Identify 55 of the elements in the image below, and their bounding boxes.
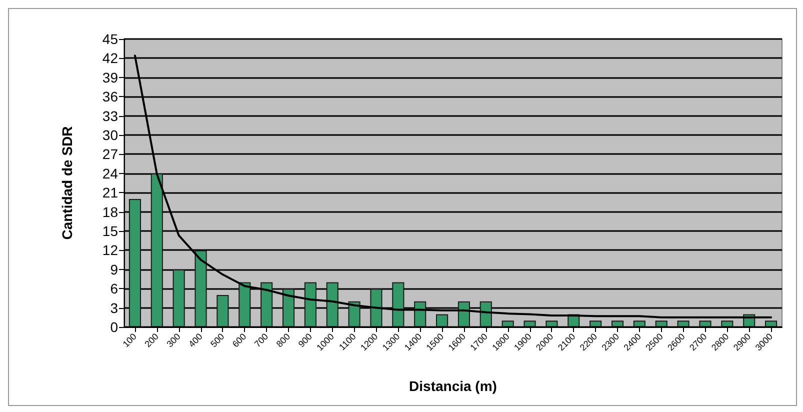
y-tick-label: 6 — [110, 280, 118, 297]
y-tick-label: 9 — [110, 261, 118, 278]
x-tick-label: 400 — [186, 331, 204, 350]
x-tick-label: 300 — [164, 331, 182, 350]
y-tick-label: 12 — [102, 242, 118, 258]
x-tick-label: 600 — [230, 331, 248, 350]
x-tick-label: 700 — [252, 331, 270, 350]
bar — [348, 301, 360, 327]
bar — [128, 199, 141, 327]
y-tick-label: 33 — [102, 108, 118, 124]
bar — [458, 301, 470, 327]
bar — [699, 320, 712, 327]
bar — [436, 314, 448, 327]
bar — [216, 295, 229, 327]
bar — [765, 320, 778, 327]
y-tick-label: 42 — [102, 50, 118, 66]
bar — [677, 320, 690, 327]
x-tick-label: 800 — [274, 331, 292, 350]
y-axis-title: Cantidad de SDR — [59, 126, 75, 240]
y-tick-label: 18 — [102, 204, 118, 220]
y-tick-label: 15 — [102, 223, 118, 239]
bar — [590, 320, 602, 327]
bar — [611, 320, 624, 327]
bar — [524, 320, 536, 327]
bar — [721, 320, 734, 327]
bar — [546, 320, 558, 327]
y-tick-label: 21 — [102, 184, 118, 201]
bar — [238, 282, 251, 327]
y-tick-label: 36 — [102, 88, 118, 105]
bar — [633, 320, 646, 327]
bar — [480, 301, 492, 327]
bar — [326, 282, 338, 327]
x-tick-label: 100 — [120, 331, 138, 350]
y-tick-label: 0 — [110, 319, 118, 335]
bar — [414, 301, 426, 327]
y-tick-label: 24 — [102, 165, 118, 182]
x-axis-title: Distancia (m) — [409, 378, 497, 394]
y-tick-label: 3 — [110, 300, 118, 316]
bar — [194, 250, 207, 327]
x-tick-label: 200 — [142, 331, 160, 350]
bar — [282, 288, 295, 327]
y-tick-label: 27 — [102, 146, 118, 162]
x-tick-label: 900 — [296, 331, 314, 350]
x-tick-label: 500 — [208, 331, 226, 350]
bar — [370, 288, 382, 327]
bar — [172, 269, 185, 327]
y-tick-label: 39 — [102, 69, 118, 86]
bar — [655, 320, 668, 327]
bar — [260, 282, 273, 327]
bar — [502, 320, 514, 327]
y-tick-label: 30 — [102, 127, 118, 143]
y-tick-label: 45 — [102, 31, 118, 47]
bar — [392, 282, 404, 327]
bar — [150, 173, 163, 327]
bar — [304, 282, 316, 327]
